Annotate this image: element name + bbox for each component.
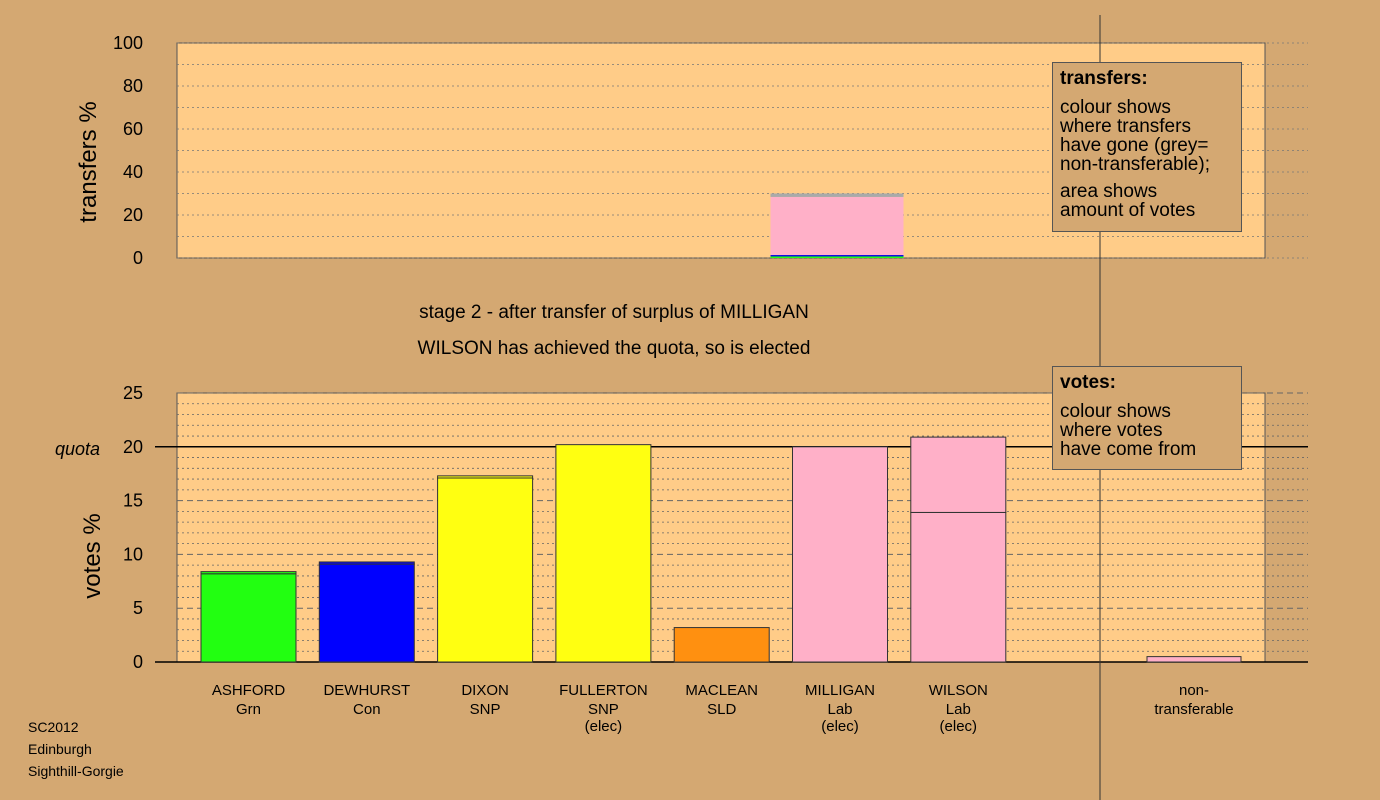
candidate-status: (elec) [821, 718, 859, 735]
transfers-legend-title: transfers: [1060, 68, 1148, 89]
transfers-tick-label: 40 [123, 162, 143, 182]
elected-note: WILSON has achieved the quota, so is ele… [418, 338, 811, 359]
transfers-legend-line: have gone (grey= [1060, 135, 1209, 156]
vote-bar-segment [200, 573, 297, 663]
candidate-name: DEWHURST [323, 682, 410, 699]
footer-ward: Sighthill-Gorgie [28, 763, 124, 779]
votes-legend-line: have come from [1060, 439, 1197, 460]
votes-legend-title: votes: [1060, 372, 1116, 393]
transfers-legend-line: colour shows [1060, 97, 1171, 118]
candidate-name: FULLERTON [559, 682, 648, 699]
transfers-tick-label: 20 [123, 205, 143, 225]
votes-tick-label: 10 [123, 544, 143, 564]
candidate-name: MACLEAN [685, 682, 758, 699]
candidate-party: SNP [470, 701, 501, 718]
votes-legend-line: colour shows [1060, 401, 1171, 422]
votes-legend: votes: colour shows where votes have com… [1052, 366, 1242, 470]
candidate-party: Con [353, 701, 381, 718]
vote-bar-segment [437, 477, 534, 663]
transfers-legend-line: area shows [1060, 181, 1158, 202]
vote-bar-segment [792, 446, 888, 663]
footer-council: Edinburgh [28, 741, 92, 757]
transfer-segment [770, 256, 904, 258]
vote-bar-segment [437, 475, 534, 479]
stage-title: stage 2 - after transfer of surplus of M… [419, 302, 809, 323]
candidate-party: Lab [946, 701, 971, 718]
candidate-party: SLD [707, 701, 736, 718]
votes-axis-label: votes % [79, 513, 106, 598]
votes-legend-line: where votes [1060, 420, 1163, 441]
vote-bar-segment [910, 436, 1007, 513]
candidate-name: DIXON [461, 682, 509, 699]
transfers-tick-label: 100 [113, 33, 143, 53]
votes-tick-label: 25 [123, 383, 143, 403]
nontransferable-label: non- [1179, 682, 1209, 699]
votes-tick-label: 0 [133, 652, 143, 672]
transfers-legend-line: amount of votes [1060, 200, 1196, 221]
transfers-tick-label: 60 [123, 119, 143, 139]
transfers-tick-label: 0 [133, 248, 143, 268]
nontransferable-bar [1146, 656, 1242, 663]
candidate-name: ASHFORD [212, 682, 286, 699]
vote-bar-segment [318, 561, 415, 565]
transfer-segment [770, 196, 904, 255]
transfers-axis-label: transfers % [75, 101, 102, 222]
transfer-segment [770, 254, 904, 257]
transfer-segment [770, 193, 904, 197]
transfers-tick-label: 80 [123, 76, 143, 96]
nontransferable-label: transferable [1154, 701, 1233, 718]
quota-label: quota [55, 439, 100, 459]
vote-bar-segment [555, 444, 652, 663]
vote-bar-segment [200, 571, 297, 575]
votes-tick-label: 20 [123, 437, 143, 457]
votes-tick-label: 15 [123, 491, 143, 511]
candidate-name: WILSON [929, 682, 988, 699]
vote-bar-segment [910, 511, 1007, 663]
candidate-status: (elec) [585, 718, 623, 735]
transfers-legend-line: where transfers [1060, 116, 1191, 137]
candidate-status: (elec) [940, 718, 978, 735]
candidate-party: Grn [236, 701, 261, 718]
vote-bar-segment [673, 627, 770, 663]
transfers-legend-line: non-transferable); [1060, 154, 1210, 175]
votes-tick-label: 5 [133, 598, 143, 618]
candidate-name: MILLIGAN [805, 682, 875, 699]
footer-election: SC2012 [28, 719, 79, 735]
candidate-party: SNP [588, 701, 619, 718]
transfers-legend: transfers: colour shows where transfers … [1052, 62, 1242, 232]
candidate-party: Lab [827, 701, 852, 718]
vote-bar-segment [318, 563, 415, 663]
